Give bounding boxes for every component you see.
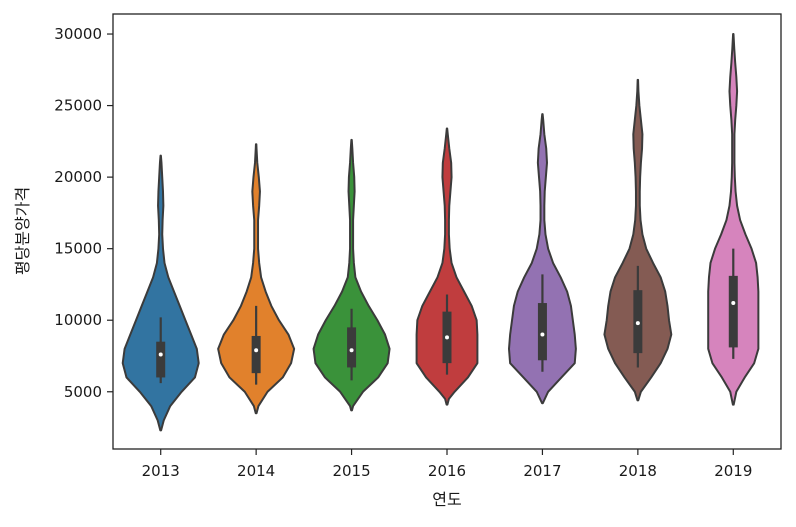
x-tick-label: 2018 [619, 462, 657, 480]
iqr-box-2013 [156, 341, 166, 378]
violin-2019 [707, 33, 760, 406]
violin-2016 [415, 127, 479, 406]
x-tick-label: 2015 [332, 462, 370, 480]
iqr-box-2017 [537, 303, 547, 361]
iqr-box-2019 [728, 275, 738, 348]
y-axis-label: 평당분양가격 [13, 187, 32, 275]
violin-2017 [507, 113, 577, 405]
x-tick-label: 2016 [428, 462, 466, 480]
median-dot-2014 [254, 348, 259, 353]
median-dot-2019 [731, 301, 736, 306]
violin-2015 [312, 138, 391, 412]
x-tick-label: 2017 [523, 462, 561, 480]
violin-2014 [217, 143, 296, 415]
y-axis: 5000 10000 15000 20000 25000 30000 [54, 25, 113, 401]
violin-2013 [121, 154, 200, 432]
y-tick-label: 10000 [54, 311, 102, 329]
y-tick-label: 30000 [54, 25, 102, 43]
y-tick-label: 5000 [64, 383, 102, 401]
y-tick-label: 25000 [54, 97, 102, 115]
median-dot-2015 [349, 348, 354, 353]
y-tick-label: 20000 [54, 168, 102, 186]
x-tick-label: 2013 [142, 462, 180, 480]
iqr-box-2015 [347, 327, 357, 368]
median-dot-2017 [540, 332, 545, 337]
median-dot-2016 [445, 335, 449, 340]
x-axis-label: 연도 [432, 490, 461, 509]
violin-2018 [603, 78, 673, 402]
median-dot-2013 [158, 352, 163, 357]
x-tick-label: 2019 [714, 462, 752, 480]
y-tick-label: 15000 [54, 240, 102, 258]
iqr-box-2014 [251, 335, 261, 374]
violins-group [121, 33, 760, 432]
x-axis: 2013 2014 2015 2016 2017 2018 2019 [142, 449, 752, 480]
median-dot-2018 [635, 321, 640, 326]
x-tick-label: 2014 [237, 462, 275, 480]
